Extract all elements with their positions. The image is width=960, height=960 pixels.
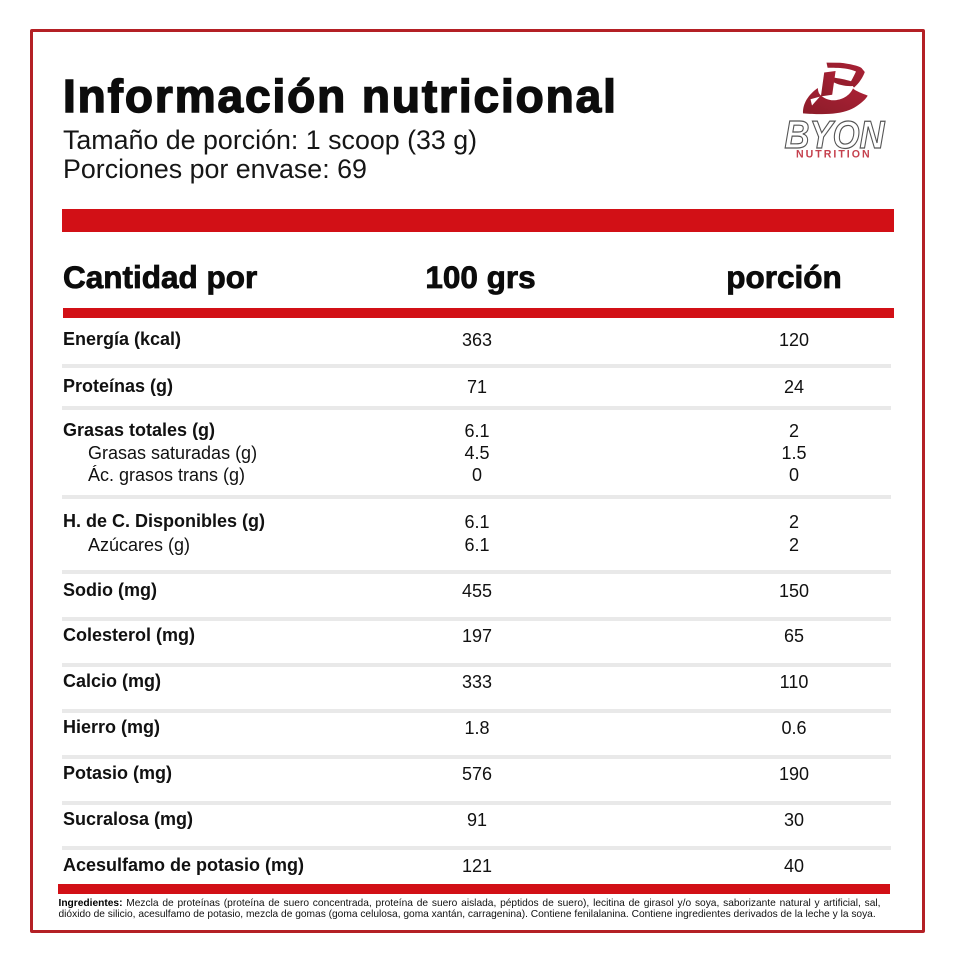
svg-text:BYON: BYON: [785, 114, 886, 157]
svg-text:NUTRITION: NUTRITION: [796, 148, 872, 160]
